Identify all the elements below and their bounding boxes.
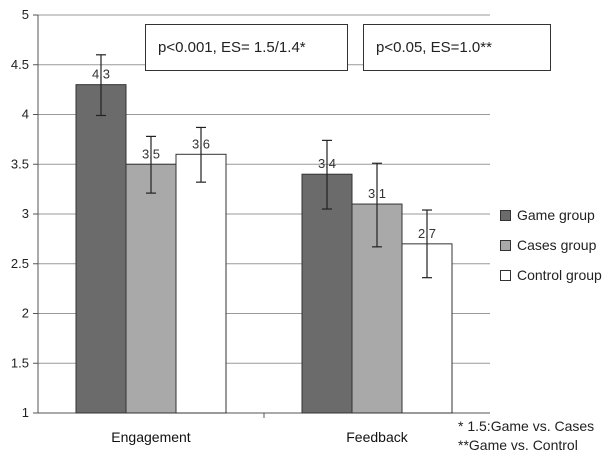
x-category-label: Engagement <box>111 429 191 445</box>
legend-swatch-cases <box>500 239 511 251</box>
annotation-text-engagement: p<0.001, ES= 1.5/1.4* <box>158 39 306 56</box>
legend-item-control: Control group <box>500 260 602 290</box>
data-label: 2.7 <box>418 226 436 241</box>
bar <box>125 163 177 414</box>
y-tick-label: 1.5 <box>11 355 29 370</box>
y-tick-label: 3.5 <box>11 156 29 171</box>
legend-label-control: Control group <box>517 267 602 283</box>
data-label: 3.5 <box>142 146 160 161</box>
annotation-text-feedback: p<0.05, ES=1.0** <box>376 39 492 56</box>
bar <box>401 243 453 414</box>
footnote-control: **Game vs. Control <box>458 437 578 453</box>
legend-swatch-game <box>500 209 511 221</box>
data-label: 4.3 <box>92 67 110 82</box>
bar <box>75 84 127 414</box>
legend-item-cases: Cases group <box>500 230 602 260</box>
legend-label-game: Game group <box>517 207 595 223</box>
legend-swatch-control <box>500 269 511 281</box>
bar <box>175 153 227 414</box>
axes: 1 1.5 2 2.5 3 3.5 4 4.5 5 Engagement Feedback <box>11 7 490 445</box>
data-label: 3.6 <box>192 136 210 151</box>
data-label: 3.1 <box>368 186 386 201</box>
data-labels: 4.3 3.5 3.6 3.4 3.1 2.7 <box>92 67 436 241</box>
y-tick-label: 5 <box>22 7 29 22</box>
legend-item-game: Game group <box>500 200 602 230</box>
y-tick-label: 4.5 <box>11 57 29 72</box>
y-tick-label: 4 <box>22 107 29 122</box>
footnote-cases: * 1.5:Game vs. Cases <box>458 418 595 434</box>
data-label: 3.4 <box>318 156 336 171</box>
x-category-label: Feedback <box>346 429 408 445</box>
legend: Game group Cases group Control group <box>500 200 602 290</box>
annotation-box-feedback: p<0.05, ES=1.0** <box>363 24 551 71</box>
y-tick-label: 2.5 <box>11 256 29 271</box>
y-tick-label: 1 <box>22 405 29 420</box>
bars <box>75 54 453 414</box>
annotation-box-engagement: p<0.001, ES= 1.5/1.4* <box>145 24 348 71</box>
y-tick-label: 3 <box>22 206 29 221</box>
legend-label-cases: Cases group <box>517 237 597 253</box>
bar <box>301 173 353 414</box>
y-tick-label: 2 <box>22 306 29 321</box>
